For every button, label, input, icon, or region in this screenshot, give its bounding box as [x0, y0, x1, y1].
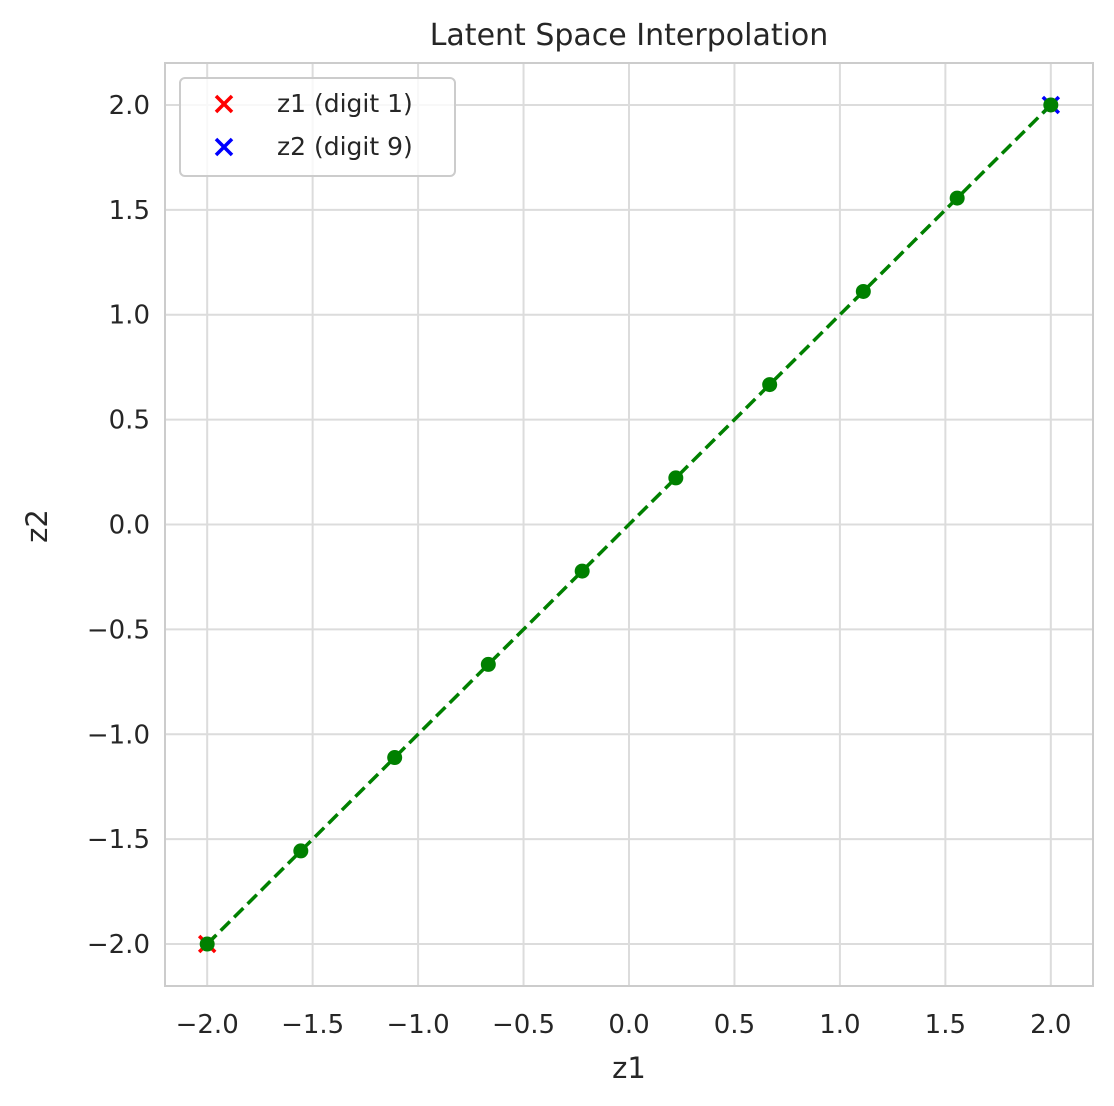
legend-entry-label: z1 (digit 1) — [277, 89, 413, 118]
x-tick-label: 1.5 — [925, 1010, 966, 1040]
y-tick-label: 0.0 — [109, 511, 150, 541]
chart-title: Latent Space Interpolation — [430, 18, 829, 53]
x-tick-label: −1.5 — [281, 1010, 344, 1040]
x-tick-label: 1.0 — [819, 1010, 860, 1040]
x-tick-label: −2.0 — [176, 1010, 239, 1040]
interpolation-point — [1043, 97, 1059, 113]
legend: z1 (digit 1) z2 (digit 9) — [179, 77, 456, 177]
interpolation-point — [668, 470, 684, 486]
interpolation-point — [949, 190, 965, 206]
y-tick-label: 2.0 — [109, 91, 150, 121]
x-tick-label: 2.0 — [1030, 1010, 1071, 1040]
x-tick-label: 0.0 — [608, 1010, 649, 1040]
interpolation-point — [762, 377, 778, 393]
x-axis-label: z1 — [612, 1051, 646, 1085]
legend-box — [179, 77, 456, 177]
interpolation-line — [205, 103, 1053, 946]
y-tick-label: −1.0 — [87, 720, 150, 750]
legend-marker-x-red-icon — [214, 94, 234, 114]
y-tick-label: −1.5 — [87, 825, 150, 855]
legend-entry-label: z2 (digit 9) — [277, 132, 413, 161]
plot-frame — [164, 62, 1094, 987]
interpolation-point — [293, 843, 309, 859]
interpolation-point — [199, 936, 215, 952]
legend-marker-x-blue-icon — [214, 137, 234, 157]
x-tick-label: −0.5 — [492, 1010, 555, 1040]
x-tick-label: 0.5 — [714, 1010, 755, 1040]
legend-marker-stroke — [214, 137, 234, 157]
x-tick-label: −1.0 — [387, 1010, 450, 1040]
x-marker-stroke — [214, 137, 234, 157]
x-marker-stroke — [214, 94, 234, 114]
y-tick-label: −0.5 — [87, 615, 150, 645]
legend-marker-stroke — [214, 94, 234, 114]
y-axis-label: z2 — [20, 509, 54, 543]
y-tick-label: 1.5 — [109, 196, 150, 226]
y-tick-label: 0.5 — [109, 406, 150, 436]
y-axis-ticks: −2.0 −1.5 −1.0 −0.5 0.0 0.5 1.0 1.5 2.0 — [87, 91, 150, 960]
x-axis-ticks: −2.0 −1.5 −1.0 −0.5 0.0 0.5 1.0 1.5 2.0 — [176, 1010, 1072, 1040]
y-tick-label: 1.0 — [109, 301, 150, 331]
interpolation-point — [387, 750, 403, 766]
interpolation-point — [480, 656, 496, 672]
y-tick-label: −2.0 — [87, 930, 150, 960]
series — [197, 95, 1061, 954]
interpolation-point — [574, 563, 590, 579]
interpolation-point — [855, 283, 871, 299]
